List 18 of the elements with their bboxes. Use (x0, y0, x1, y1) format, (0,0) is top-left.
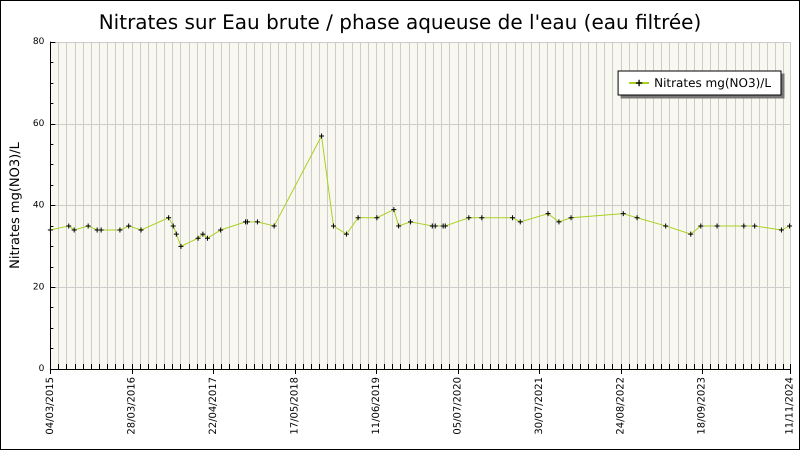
legend-label: Nitrates mg(NO3)/L (654, 76, 772, 90)
x-tick-label: 30/07/2021 (534, 377, 545, 435)
chart-title: Nitrates sur Eau brute / phase aqueuse de l'eau (eau filtrée) (98, 10, 702, 34)
y-tick-label: 20 (32, 282, 45, 292)
x-tick-label: 24/08/2022 (615, 377, 626, 435)
y-tick-label: 40 (32, 200, 45, 210)
x-tick-label: 04/03/2015 (44, 377, 56, 435)
x-tick-label: 28/03/2016 (126, 377, 138, 435)
y-tick-label: 80 (32, 37, 45, 47)
y-tick-label: 0 (38, 364, 45, 374)
y-axis-title: Nitrates mg(NO3)/L (8, 141, 23, 269)
x-tick-label: 22/04/2017 (208, 377, 219, 435)
x-tick-label: 18/09/2023 (696, 377, 708, 435)
x-tick-label: 11/06/2019 (370, 377, 382, 435)
y-tick-label: 60 (32, 118, 45, 129)
x-tick-label: 11/11/2024 (784, 377, 796, 435)
x-tick-label: 17/05/2018 (289, 377, 300, 435)
x-tick-label: 05/07/2020 (452, 377, 464, 435)
